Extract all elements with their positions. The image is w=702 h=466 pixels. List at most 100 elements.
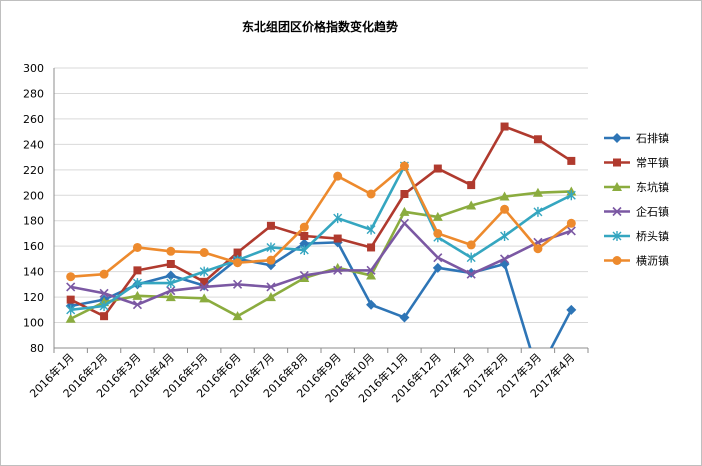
legend-label: 桥头镇 — [636, 229, 669, 243]
data-point — [333, 213, 343, 224]
data-point — [299, 222, 309, 232]
data-point — [399, 206, 410, 216]
data-point — [433, 228, 443, 238]
series-line — [70, 190, 572, 320]
data-point — [166, 260, 175, 268]
data-point — [366, 189, 376, 199]
data-point — [166, 286, 176, 296]
data-point — [200, 277, 209, 286]
data-point — [366, 299, 377, 310]
y-tick-labels: 80 100 120 140 160 180 200 220 240 260 280 300 — [23, 62, 44, 355]
data-point — [466, 240, 476, 250]
data-point — [132, 290, 143, 300]
data-point — [266, 255, 276, 265]
data-point — [433, 253, 443, 263]
legend-item: 企石镇 — [604, 205, 669, 219]
data-point — [300, 232, 309, 240]
x-tick-labels: 2016年1月2016年2月2016年3月2016年4月2016年5月2016年… — [27, 350, 578, 405]
legend-label: 东坑镇 — [636, 180, 669, 194]
data-point — [166, 246, 176, 256]
y-tick-label: 300 — [23, 62, 44, 75]
data-point — [400, 190, 409, 198]
legend-label: 企石镇 — [636, 205, 669, 219]
data-point — [66, 282, 76, 292]
legend-item: 常平镇 — [604, 156, 669, 170]
data-point — [66, 272, 76, 282]
data-point — [533, 206, 543, 217]
data-point — [466, 269, 476, 279]
series-line — [70, 241, 573, 348]
legend-label: 横沥镇 — [636, 254, 669, 268]
data-point — [499, 191, 510, 201]
data-point — [232, 311, 243, 321]
data-point — [466, 252, 476, 263]
data-point — [232, 279, 243, 289]
data-point — [367, 243, 376, 252]
series-4 — [66, 218, 576, 310]
data-point — [366, 270, 377, 280]
legend-label: 石排镇 — [636, 131, 669, 145]
data-point — [132, 242, 142, 252]
y-tick-label: 120 — [23, 291, 44, 304]
data-point — [533, 244, 543, 254]
data-point — [566, 190, 576, 201]
data-point — [500, 204, 510, 214]
y-tick-label: 260 — [23, 113, 44, 126]
data-point — [613, 158, 621, 167]
data-point — [432, 211, 443, 221]
data-point — [299, 270, 309, 281]
y-tick-label: 160 — [23, 240, 44, 253]
series-group — [65, 122, 577, 348]
data-point — [612, 133, 622, 143]
legend-item: 石排镇 — [604, 131, 669, 145]
data-point — [432, 262, 443, 273]
y-tick-label: 140 — [23, 266, 44, 279]
data-point — [66, 295, 75, 304]
data-point — [399, 218, 410, 228]
series-line — [70, 164, 573, 279]
data-point — [99, 288, 109, 298]
data-point — [266, 242, 276, 253]
data-point — [612, 182, 622, 191]
data-point — [199, 293, 210, 303]
data-point — [566, 218, 576, 228]
series-line — [70, 164, 572, 312]
data-point — [266, 282, 276, 292]
data-point — [165, 292, 176, 302]
data-point — [199, 248, 209, 258]
data-point — [165, 270, 176, 281]
data-point — [566, 226, 576, 236]
y-tick-label: 200 — [23, 189, 44, 202]
y-tick-label: 100 — [23, 317, 44, 330]
data-point — [366, 224, 376, 235]
data-point — [100, 312, 109, 321]
data-point — [333, 234, 342, 243]
chart-title: 东北组团区价格指数变化趋势 — [241, 20, 398, 34]
series-line — [70, 221, 572, 307]
y-tick-label: 240 — [23, 138, 44, 151]
data-point — [266, 221, 275, 230]
y-tick-label: 280 — [23, 87, 44, 100]
data-point — [499, 254, 510, 264]
data-point — [366, 265, 376, 275]
data-point — [199, 282, 209, 292]
data-point — [166, 278, 176, 289]
data-point — [612, 256, 622, 265]
data-point — [299, 273, 310, 282]
y-tick-label: 80 — [30, 342, 44, 355]
data-point — [65, 313, 76, 323]
data-point — [132, 278, 142, 289]
data-point — [500, 122, 509, 131]
data-point — [333, 171, 343, 181]
data-point — [500, 231, 510, 241]
data-point — [66, 304, 76, 315]
axes — [53, 68, 589, 353]
data-point — [299, 245, 309, 255]
legend-item: 东坑镇 — [604, 180, 669, 194]
data-point — [233, 258, 243, 268]
data-point — [133, 266, 142, 275]
y-tick-label: 220 — [23, 164, 44, 177]
